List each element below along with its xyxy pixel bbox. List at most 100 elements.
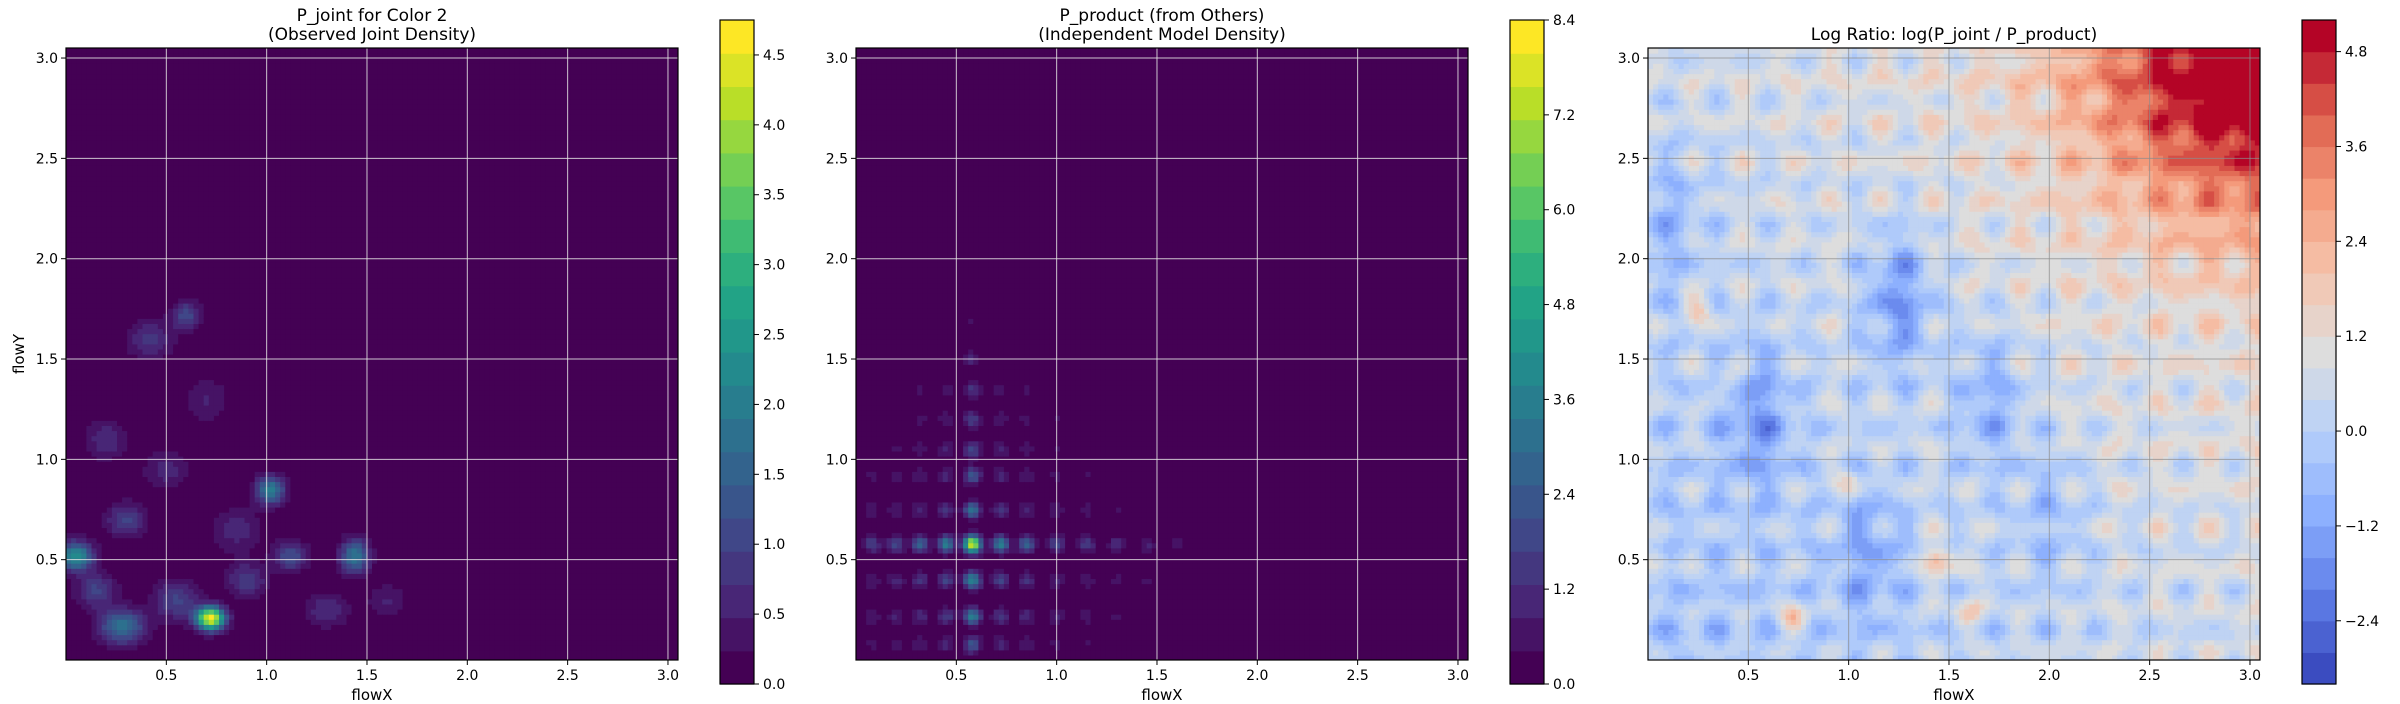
heatmap-cell (188, 614, 195, 620)
heatmap-cell (106, 593, 113, 600)
heatmap-cell (106, 318, 113, 324)
heatmap-cell (122, 486, 128, 493)
heatmap-cell (81, 63, 87, 69)
heatmap-cell (168, 104, 174, 110)
heatmap-cell (71, 481, 77, 488)
heatmap-cell (66, 415, 72, 421)
heatmap-cell (254, 415, 261, 421)
heatmap-cell (244, 129, 251, 136)
heatmap-cell (249, 252, 256, 258)
heatmap-cell (162, 410, 169, 416)
heatmap-cell (208, 257, 215, 263)
heatmap-cell (224, 338, 230, 345)
heatmap-cell (81, 333, 87, 340)
heatmap-cell (81, 190, 87, 197)
heatmap-cell (178, 649, 184, 656)
heatmap-cell (132, 73, 138, 80)
heatmap-cell (132, 160, 138, 166)
heatmap-cell (188, 272, 195, 279)
heatmap-cell (208, 598, 215, 605)
heatmap-cell (198, 257, 205, 263)
heatmap-cell (178, 354, 184, 360)
heatmap-cell (71, 568, 77, 574)
heatmap-cell (157, 272, 164, 279)
heatmap-cell (117, 241, 123, 248)
heatmap-cell (117, 598, 123, 605)
heatmap-cell (173, 384, 179, 391)
heatmap-cell (122, 104, 128, 110)
heatmap-cell (142, 598, 149, 605)
heatmap-cell (173, 522, 179, 528)
heatmap-cell (111, 267, 118, 273)
heatmap-cell (71, 354, 77, 360)
heatmap-cell (183, 313, 189, 319)
heatmap-cell (229, 563, 235, 569)
heatmap-cell (106, 481, 113, 488)
heatmap-cell (188, 481, 195, 488)
heatmap-cell (132, 287, 138, 294)
heatmap-cell (244, 292, 251, 299)
heatmap-cell (193, 466, 200, 472)
heatmap-cell (157, 297, 164, 304)
heatmap-cell (147, 318, 154, 324)
heatmap-cell (178, 537, 184, 544)
heatmap-cell (219, 598, 225, 605)
heatmap-cell (193, 364, 200, 370)
heatmap-cell (111, 496, 118, 503)
heatmap-cell (259, 583, 266, 590)
heatmap-cell (259, 348, 266, 355)
heatmap-cell (234, 292, 240, 299)
heatmap-cell (173, 481, 179, 488)
heatmap-cell (132, 139, 138, 146)
heatmap-cell (193, 246, 200, 253)
heatmap-cell (178, 144, 184, 151)
heatmap-cell (224, 629, 230, 636)
heatmap-cell (193, 654, 200, 660)
heatmap-cell (96, 578, 103, 585)
heatmap-cell (183, 649, 189, 656)
heatmap-cell (234, 277, 240, 284)
heatmap-cell (142, 649, 149, 656)
heatmap-cell (81, 323, 87, 330)
heatmap-cell (229, 282, 235, 289)
heatmap-cell (137, 165, 144, 171)
heatmap-cell (96, 201, 103, 207)
heatmap-cell (71, 466, 77, 472)
heatmap-cell (208, 63, 215, 69)
heatmap-cell (162, 552, 169, 559)
heatmap-cell (101, 512, 108, 518)
heatmap-cell (137, 481, 144, 488)
heatmap-cell (249, 139, 256, 146)
heatmap-cell (127, 471, 133, 477)
heatmap-cell (137, 175, 144, 182)
heatmap-cell (86, 175, 93, 182)
heatmap-cell (264, 195, 271, 202)
heatmap-cell (203, 374, 210, 381)
heatmap-cell (132, 639, 138, 646)
heatmap-cell (137, 53, 144, 59)
heatmap-cell (142, 134, 149, 141)
heatmap-cell (198, 206, 205, 212)
heatmap-cell (117, 58, 123, 64)
heatmap-cell (71, 563, 77, 569)
heatmap-cell (117, 629, 123, 636)
heatmap-cell (203, 139, 210, 146)
heatmap-cell (198, 119, 205, 126)
heatmap-cell (157, 144, 164, 151)
heatmap-cell (249, 374, 256, 381)
heatmap-cell (96, 119, 103, 126)
heatmap-cell (147, 129, 154, 136)
heatmap-cell (239, 461, 246, 467)
heatmap-cell (152, 124, 159, 131)
heatmap-cell (270, 318, 276, 324)
heatmap-cell (219, 297, 225, 304)
heatmap-cell (244, 272, 251, 279)
heatmap-cell (239, 568, 246, 574)
heatmap-cell (162, 486, 169, 493)
heatmap-cell (168, 262, 174, 268)
heatmap-cell (76, 63, 82, 69)
heatmap-cell (71, 297, 77, 304)
heatmap-cell (188, 405, 195, 411)
heatmap-cell (270, 573, 276, 579)
heatmap-cell (142, 257, 149, 263)
